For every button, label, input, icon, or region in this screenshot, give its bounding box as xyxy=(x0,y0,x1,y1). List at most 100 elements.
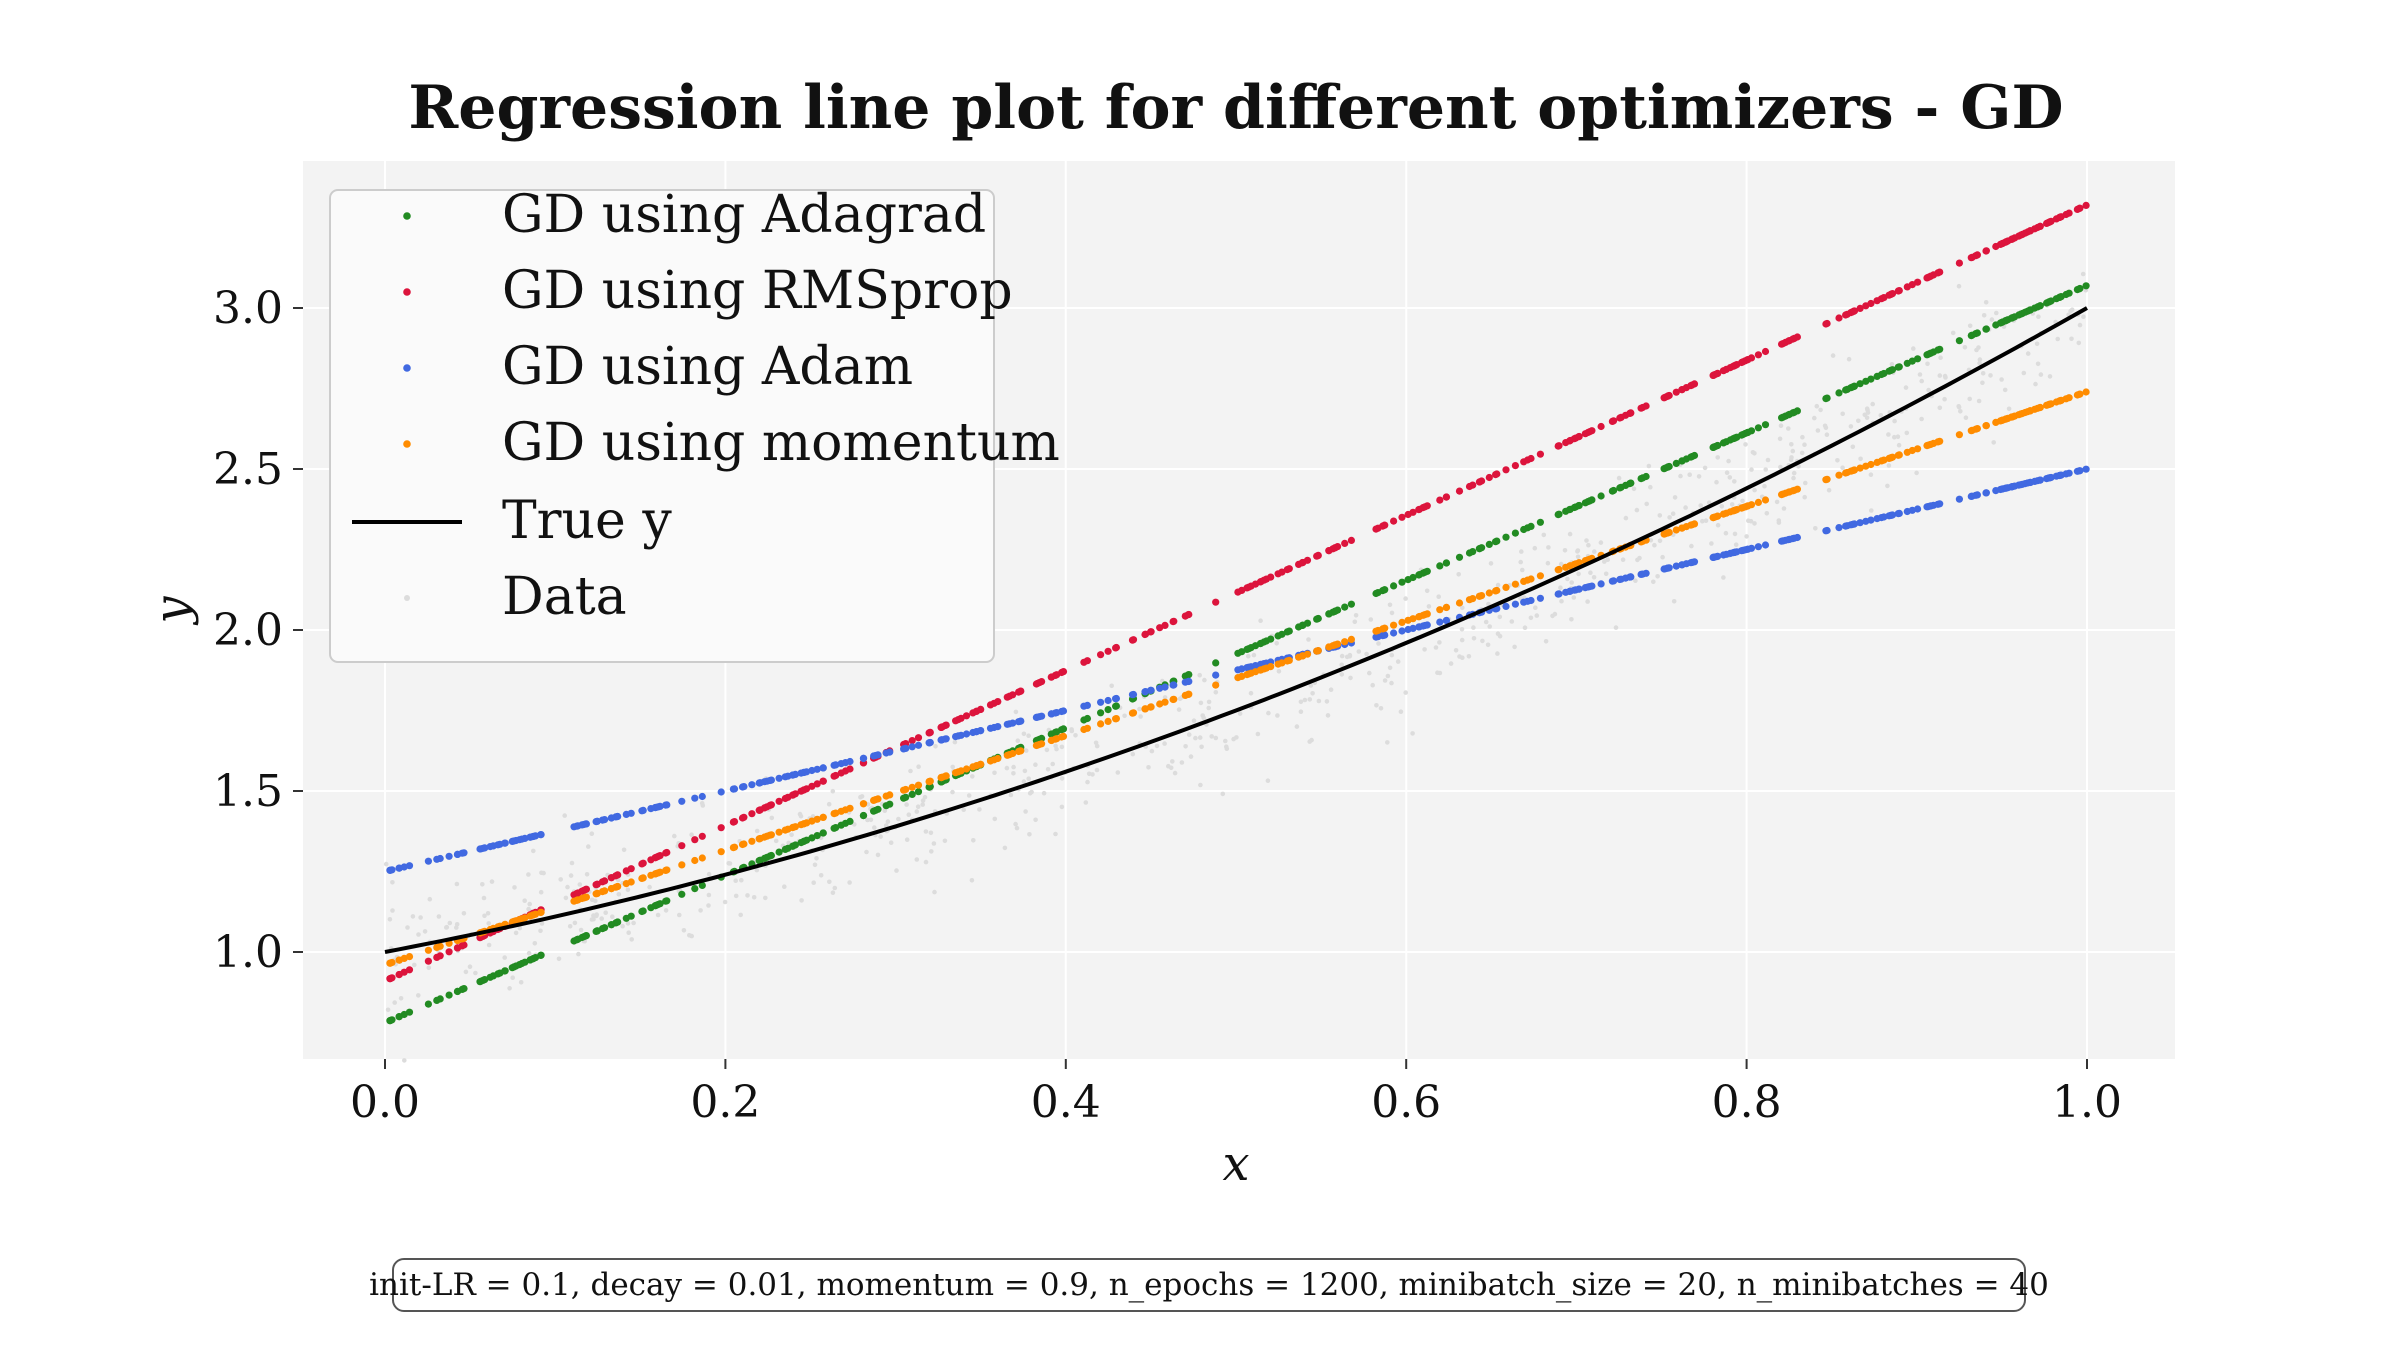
prediction-point xyxy=(1423,567,1431,575)
prediction-point xyxy=(639,874,647,882)
prediction-point xyxy=(994,698,1002,706)
prediction-point xyxy=(1610,486,1618,495)
prediction-point xyxy=(962,712,971,720)
data-point xyxy=(1307,697,1313,702)
data-point xyxy=(932,889,937,895)
data-point xyxy=(426,965,432,971)
data-point xyxy=(526,872,531,877)
prediction-point xyxy=(1436,618,1444,626)
prediction-point xyxy=(717,788,725,796)
data-point xyxy=(2080,271,2086,277)
data-point xyxy=(1605,557,1610,562)
data-point xyxy=(798,813,804,819)
data-point xyxy=(1715,455,1720,460)
y-tick-label: 1.0 xyxy=(213,927,283,978)
data-point xyxy=(1021,779,1027,784)
prediction-point xyxy=(1083,714,1091,723)
data-point xyxy=(738,912,743,918)
data-point xyxy=(872,825,877,830)
data-point xyxy=(2025,351,2031,356)
data-point xyxy=(1495,582,1501,588)
data-point xyxy=(830,788,836,794)
prediction-point xyxy=(1610,577,1618,585)
data-point xyxy=(1085,779,1090,785)
data-point xyxy=(1368,617,1374,622)
prediction-point xyxy=(1485,589,1493,597)
data-point xyxy=(1752,451,1757,456)
data-point xyxy=(1616,475,1622,481)
data-point xyxy=(1109,683,1114,689)
series-gd-using-momentum xyxy=(386,388,2090,967)
data-point xyxy=(1021,731,1027,737)
data-point xyxy=(512,885,517,890)
prediction-point xyxy=(1502,583,1510,592)
data-point xyxy=(1631,486,1637,492)
legend-label: GD using momentum xyxy=(502,413,1060,473)
prediction-point xyxy=(537,908,545,916)
data-point xyxy=(569,860,575,866)
prediction-point xyxy=(2076,284,2084,293)
data-point xyxy=(1073,733,1078,738)
prediction-point xyxy=(1588,427,1596,435)
data-point xyxy=(1237,711,1243,716)
data-point xyxy=(1942,373,1948,379)
data-point xyxy=(754,867,760,873)
prediction-point xyxy=(1381,631,1389,639)
data-point xyxy=(1480,638,1485,644)
data-point xyxy=(1352,619,1358,625)
data-point xyxy=(1846,356,1852,362)
data-point xyxy=(914,857,920,862)
prediction-point xyxy=(1170,681,1178,689)
data-point xyxy=(1138,714,1143,719)
prediction-point xyxy=(1185,677,1193,686)
prediction-point xyxy=(740,813,748,821)
prediction-point xyxy=(1334,543,1342,551)
prediction-point xyxy=(436,942,444,950)
prediction-point xyxy=(957,731,965,739)
parameters-text: init-LR = 0.1, decay = 0.01, momentum = … xyxy=(369,1267,2049,1303)
data-point xyxy=(1786,426,1791,431)
prediction-point xyxy=(1856,464,1864,472)
data-point xyxy=(1999,377,2004,382)
prediction-point xyxy=(1627,479,1635,487)
prediction-point xyxy=(1672,459,1680,467)
data-point xyxy=(1764,511,1770,516)
data-point xyxy=(970,774,975,779)
data-point xyxy=(1598,540,1604,545)
data-point xyxy=(586,844,591,849)
prediction-point xyxy=(860,754,868,762)
data-point xyxy=(402,1058,407,1063)
prediction-point xyxy=(2065,209,2073,217)
data-point xyxy=(727,861,733,866)
prediction-point xyxy=(582,820,591,828)
data-point xyxy=(1727,475,1733,480)
data-point xyxy=(405,925,410,930)
data-point xyxy=(1683,505,1688,510)
prediction-point xyxy=(962,730,971,738)
data-point xyxy=(763,895,768,901)
data-point xyxy=(599,916,604,921)
data-point xyxy=(1162,695,1168,700)
data-point xyxy=(1850,444,1856,450)
prediction-point xyxy=(1009,719,1017,727)
prediction-point xyxy=(1511,462,1519,470)
data-point xyxy=(914,809,920,814)
prediction-point xyxy=(813,815,821,823)
data-point xyxy=(1014,825,1020,831)
data-point xyxy=(1403,596,1408,601)
prediction-point xyxy=(1493,537,1501,545)
prediction-point xyxy=(1982,422,1990,430)
data-point xyxy=(1309,737,1314,743)
data-point xyxy=(1886,463,1892,468)
prediction-point xyxy=(977,760,985,768)
prediction-point xyxy=(748,837,756,845)
data-point xyxy=(1258,618,1263,623)
data-point xyxy=(1533,605,1538,610)
data-point xyxy=(620,923,625,929)
data-point xyxy=(908,768,913,774)
data-point xyxy=(567,924,573,929)
prediction-point xyxy=(926,738,934,747)
data-point xyxy=(1892,418,1897,424)
prediction-point xyxy=(1867,460,1875,469)
prediction-point xyxy=(886,791,894,799)
